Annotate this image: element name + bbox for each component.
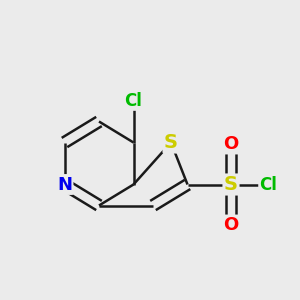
Text: Cl: Cl <box>260 176 278 194</box>
Text: N: N <box>57 176 72 194</box>
Text: Cl: Cl <box>124 92 142 110</box>
Text: S: S <box>164 133 178 152</box>
Text: O: O <box>224 216 238 234</box>
Text: O: O <box>224 135 238 153</box>
Text: S: S <box>224 175 238 194</box>
